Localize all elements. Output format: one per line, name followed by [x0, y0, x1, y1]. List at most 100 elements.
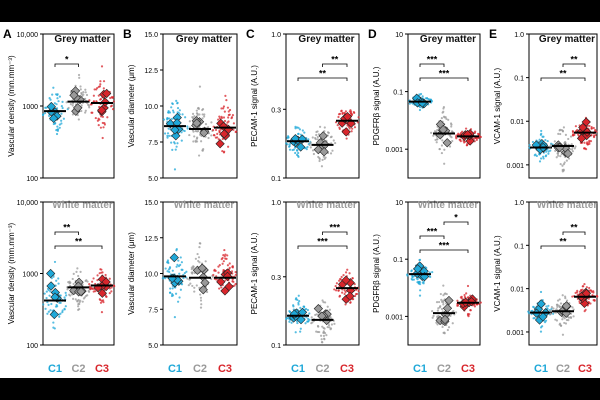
- data-point-c2: [326, 305, 329, 308]
- data-point-c2: [438, 147, 441, 151]
- data-point-c2: [565, 159, 568, 162]
- data-point-c2: [448, 145, 452, 148]
- data-point-c1: [296, 321, 299, 325]
- data-point-c3: [99, 301, 103, 304]
- data-point-c3: [576, 128, 579, 132]
- data-point-c2: [192, 265, 195, 268]
- data-point-c2: [192, 140, 195, 143]
- data-point-c1: [46, 301, 49, 304]
- data-point-c2: [447, 118, 450, 121]
- y-tick-label: 12.5: [144, 68, 158, 75]
- data-point-c2: [559, 324, 563, 327]
- data-point-c1: [424, 97, 427, 100]
- data-point-c1: [294, 125, 297, 128]
- data-point-c1: [173, 168, 177, 171]
- data-point-c3: [460, 297, 463, 300]
- subject-mean-c2: [197, 263, 207, 273]
- data-point-c3: [228, 108, 232, 112]
- subject-mean-c1: [170, 125, 180, 135]
- data-point-c3: [98, 298, 101, 301]
- subject-mean-c3: [345, 291, 355, 301]
- group-label-c2: C2: [315, 363, 329, 375]
- data-point-c2: [317, 133, 321, 136]
- subject-mean-c2: [198, 285, 208, 295]
- data-point-c3: [475, 138, 478, 141]
- data-point-c3: [221, 262, 224, 265]
- data-point-c2: [435, 321, 438, 324]
- data-point-c3: [349, 112, 353, 115]
- plot-frame: [407, 33, 481, 179]
- data-point-c1: [288, 148, 292, 151]
- data-point-c2: [71, 277, 74, 281]
- data-point-c1: [290, 321, 293, 324]
- data-point-c2: [442, 301, 445, 304]
- subject-mean-c3: [216, 277, 226, 287]
- data-point-c2: [198, 246, 201, 249]
- data-point-c3: [467, 296, 470, 299]
- data-point-c2: [321, 158, 324, 161]
- data-point-c2: [327, 324, 331, 327]
- data-point-c1: [164, 267, 167, 270]
- data-point-c3: [335, 282, 338, 285]
- data-point-c1: [294, 331, 297, 334]
- data-point-c3: [357, 116, 360, 119]
- data-point-c2: [569, 135, 573, 138]
- data-point-c3: [351, 277, 354, 280]
- data-point-c2: [441, 310, 444, 313]
- data-point-c2: [562, 163, 566, 166]
- data-point-c3: [110, 290, 113, 293]
- data-point-c1: [304, 322, 307, 325]
- data-point-c1: [167, 111, 170, 114]
- data-point-c2: [555, 319, 559, 322]
- data-point-c2: [553, 140, 556, 143]
- data-point-c1: [295, 148, 299, 152]
- data-point-c3: [357, 289, 360, 293]
- group-label-c1: C1: [48, 363, 62, 375]
- data-point-c1: [297, 303, 300, 306]
- data-point-c3: [212, 134, 216, 137]
- data-point-c3: [225, 99, 228, 102]
- group-label-c1: C1: [534, 363, 548, 375]
- data-point-c3: [100, 65, 104, 68]
- data-point-c3: [95, 100, 98, 103]
- plot-frame: [285, 33, 360, 179]
- data-point-c2: [190, 271, 193, 274]
- data-point-c2: [323, 327, 326, 330]
- data-point-c3: [92, 290, 95, 293]
- data-point-c1: [45, 106, 48, 109]
- data-point-c3: [220, 107, 223, 110]
- data-point-c3: [343, 289, 346, 292]
- data-point-c1: [58, 123, 61, 126]
- data-point-c1: [49, 290, 52, 293]
- data-point-c2: [440, 117, 443, 120]
- data-point-c2: [563, 321, 566, 325]
- title-grey-matter: Grey matter: [298, 34, 354, 45]
- data-point-c3: [465, 292, 468, 295]
- data-point-c3: [344, 290, 347, 294]
- data-point-c1: [180, 283, 184, 286]
- data-point-c3: [232, 280, 235, 283]
- data-point-c3: [338, 126, 341, 129]
- data-point-c1: [298, 299, 301, 303]
- data-point-c3: [344, 303, 347, 306]
- subject-mean-c2: [200, 278, 210, 288]
- data-point-c3: [571, 295, 574, 298]
- data-point-c3: [578, 300, 581, 303]
- data-point-c2: [317, 155, 320, 159]
- data-point-c2: [77, 274, 80, 278]
- plot-frame: [528, 33, 598, 179]
- plot-frame: [285, 201, 360, 346]
- y-tick-label: 1.0: [271, 200, 281, 207]
- data-point-c2: [71, 113, 75, 116]
- data-point-c2: [441, 139, 444, 142]
- data-point-c1: [55, 103, 58, 106]
- data-point-c1: [299, 306, 302, 309]
- data-point-c1: [174, 292, 178, 295]
- data-point-c1: [41, 113, 45, 117]
- data-point-c1: [47, 310, 50, 313]
- data-point-c3: [578, 290, 581, 293]
- y-tick-label: 1.0: [514, 32, 524, 39]
- data-point-c2: [549, 145, 552, 148]
- data-point-c2: [190, 266, 193, 269]
- y-axis-label: PECAM-1 signal (A.U.): [250, 232, 259, 314]
